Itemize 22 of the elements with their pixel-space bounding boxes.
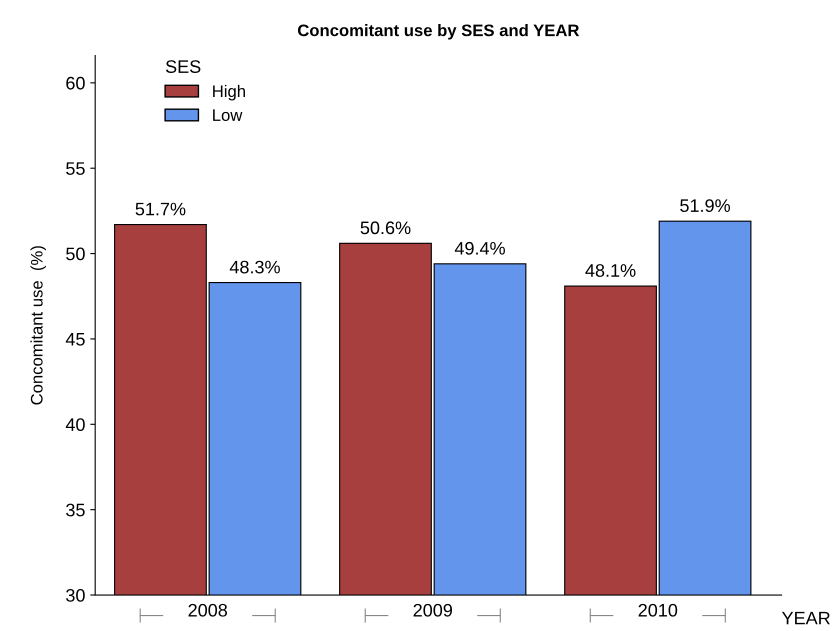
data-label: 50.6%: [360, 221, 410, 234]
y-tick-label: 50: [66, 248, 85, 260]
y-axis-title: Concomitant use (%): [30, 246, 46, 405]
x-tick-label: 2008: [188, 604, 228, 617]
x-tick-label: 2010: [638, 604, 678, 617]
y-tick-label: 60: [66, 76, 85, 90]
legend-title: SES: [166, 60, 200, 73]
y-tick-label: 55: [66, 162, 85, 175]
legend-label: Low: [213, 109, 242, 122]
data-label: 48.3%: [230, 260, 280, 274]
x-axis-title: YEAR: [782, 612, 830, 624]
data-label: 48.1%: [585, 264, 636, 277]
data-label: 51.9%: [680, 199, 730, 212]
y-tick-label: 40: [66, 418, 85, 432]
y-tick-label: 30: [66, 588, 85, 602]
legend-label: High: [213, 84, 245, 100]
data-label: 49.4%: [454, 242, 505, 255]
data-label: 51.7%: [136, 202, 186, 216]
x-tick-label: 2009: [414, 604, 452, 617]
chart-title: Concomitant use by SES and YEAR: [298, 24, 580, 40]
y-tick-label: 45: [66, 333, 85, 346]
y-tick-label: 35: [66, 504, 85, 516]
